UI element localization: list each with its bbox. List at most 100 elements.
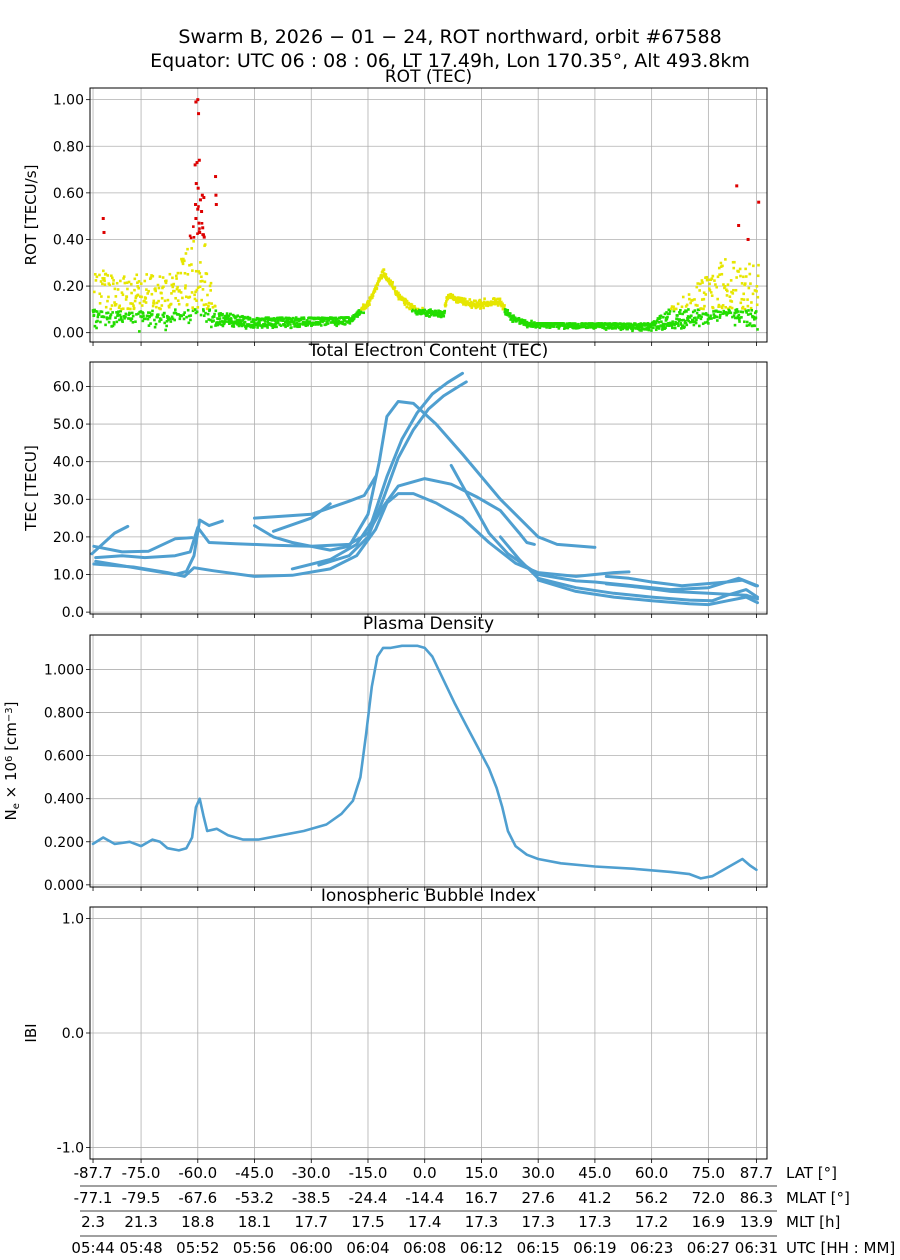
rot-point	[730, 290, 733, 294]
rot-point	[129, 302, 132, 305]
rot-point	[209, 281, 213, 285]
rot-point	[130, 317, 134, 320]
rot-spike-point	[757, 200, 761, 204]
rot-point	[159, 307, 162, 311]
rot-point	[157, 286, 161, 290]
rot-point	[536, 325, 540, 328]
rot-point	[108, 316, 112, 320]
rot-panel-title: ROT (TEC)	[385, 67, 472, 87]
density-frame	[89, 634, 768, 888]
rot-point	[503, 304, 506, 307]
rot-point	[743, 307, 747, 311]
rot-point	[308, 321, 312, 325]
rot-point	[667, 324, 671, 327]
rot-point	[110, 304, 114, 307]
rot-point	[721, 304, 725, 307]
rot-point	[352, 317, 356, 321]
x-axis-value: 06:00	[290, 1239, 333, 1257]
tec-series-arc-8	[253, 475, 378, 520]
rot-point	[96, 315, 100, 319]
rot-point	[112, 279, 115, 282]
rot-point	[736, 310, 740, 313]
x-axis-value: 0.0	[413, 1164, 437, 1182]
rot-point	[479, 306, 483, 310]
rot-point	[111, 282, 115, 285]
rot-point	[91, 309, 95, 312]
rot-point	[149, 322, 152, 325]
rot-point	[193, 308, 197, 311]
rot-point	[128, 317, 132, 320]
rot-point	[478, 303, 482, 306]
rot-point	[156, 315, 159, 319]
rot-point	[664, 326, 667, 330]
rot-point	[192, 236, 196, 239]
rot-point	[142, 314, 145, 318]
rot-point	[210, 325, 213, 329]
rot-point	[722, 283, 725, 286]
rot-point	[203, 280, 207, 284]
rot-point	[387, 277, 391, 281]
rot-point	[710, 277, 714, 280]
rot-point	[217, 321, 221, 324]
rot-point	[200, 222, 204, 225]
rot-point	[326, 319, 329, 323]
rot-point	[222, 316, 225, 320]
rot-point	[696, 282, 700, 285]
rot-point	[276, 321, 280, 325]
figure-title-line2: Equator: UTC 06 : 08 : 06, LT 17.49h, Lo…	[150, 50, 750, 72]
rot-point	[177, 302, 181, 306]
rot-point	[496, 304, 500, 307]
density-ytick-label: 0.800	[44, 706, 84, 722]
tec-series-arc-1	[92, 536, 194, 554]
rot-point	[191, 269, 194, 272]
rot-point	[104, 323, 107, 327]
rot-point	[726, 289, 729, 293]
rot-point	[206, 312, 210, 316]
rot-point	[112, 321, 116, 324]
rot-point	[206, 307, 210, 311]
rot-point	[200, 275, 203, 279]
rot-point	[589, 325, 592, 329]
rot-point	[510, 317, 513, 321]
rot-point	[654, 321, 658, 325]
rot-point	[646, 324, 649, 327]
rot-point	[745, 311, 748, 314]
rot-point	[356, 315, 359, 318]
rot-point	[190, 263, 193, 266]
rot-point	[218, 317, 222, 320]
rot-point	[130, 311, 134, 315]
x-axis-value: 17.3	[578, 1213, 611, 1231]
rot-point	[169, 320, 173, 323]
rot-point	[132, 306, 136, 310]
rot-point	[708, 289, 712, 292]
rot-point	[631, 328, 635, 331]
rot-point	[175, 277, 178, 280]
rot-point	[368, 299, 372, 302]
rot-point	[216, 323, 220, 327]
rot-point	[729, 279, 733, 282]
rot-point	[612, 326, 616, 330]
rot-point	[741, 310, 745, 314]
tec-ytick-label: 0.0	[62, 605, 84, 621]
rot-point	[723, 285, 727, 288]
rot-point	[451, 293, 455, 297]
rot-point	[106, 299, 109, 303]
rot-point	[682, 310, 686, 314]
rot-point	[665, 324, 669, 327]
rot-point	[640, 325, 644, 329]
rot-point	[150, 292, 154, 296]
rot-point	[343, 319, 347, 322]
rot-point	[705, 278, 709, 282]
rot-point	[103, 279, 106, 283]
rot-point	[382, 268, 386, 271]
rot-point	[569, 325, 572, 328]
rot-spike-point	[197, 221, 201, 225]
rot-point	[202, 309, 205, 313]
rot-point	[257, 323, 261, 327]
rot-point	[102, 315, 106, 319]
rot-point	[301, 320, 305, 324]
rot-point	[173, 289, 176, 293]
rot-point	[330, 316, 334, 320]
rot-point	[747, 286, 751, 290]
rot-point	[706, 313, 709, 317]
